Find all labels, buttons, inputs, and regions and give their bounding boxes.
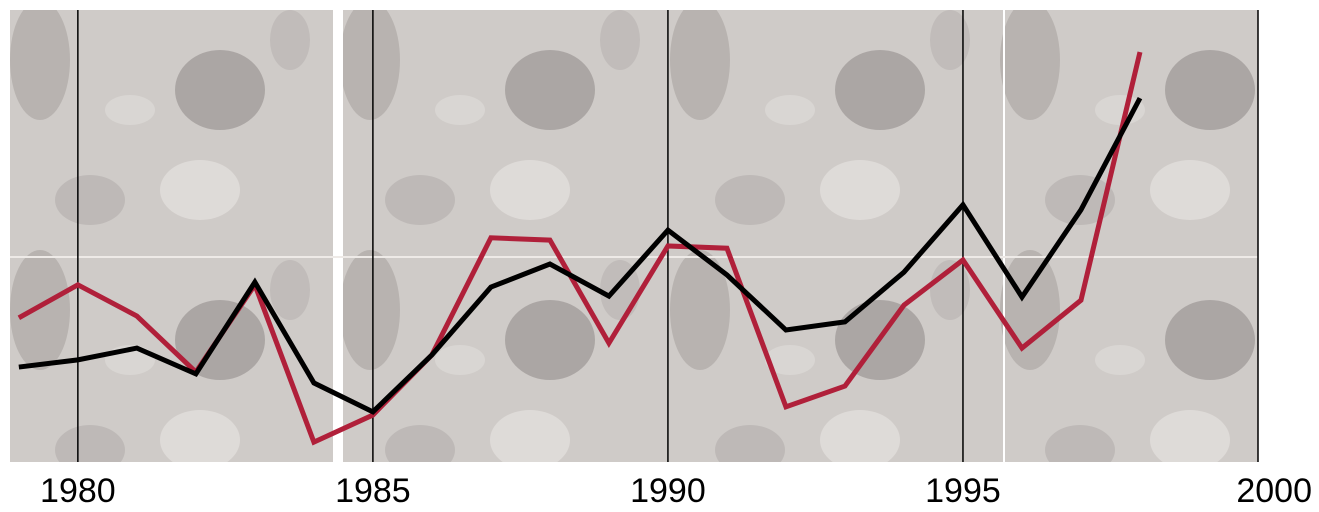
x-tick-label: 2000 bbox=[1236, 472, 1312, 510]
x-axis: 1980 1985 1990 1995 2000 bbox=[40, 472, 1312, 510]
series-line bbox=[18, 96, 1143, 415]
x-tick-label: 1995 bbox=[925, 472, 1001, 510]
x-tick-label: 1985 bbox=[335, 472, 411, 510]
background-imagery bbox=[10, 10, 1258, 462]
x-tick-label: 1990 bbox=[630, 472, 706, 510]
x-tick-label: 1980 bbox=[40, 472, 116, 510]
grid bbox=[77, 10, 1259, 462]
plot-lines bbox=[17, 51, 1143, 446]
